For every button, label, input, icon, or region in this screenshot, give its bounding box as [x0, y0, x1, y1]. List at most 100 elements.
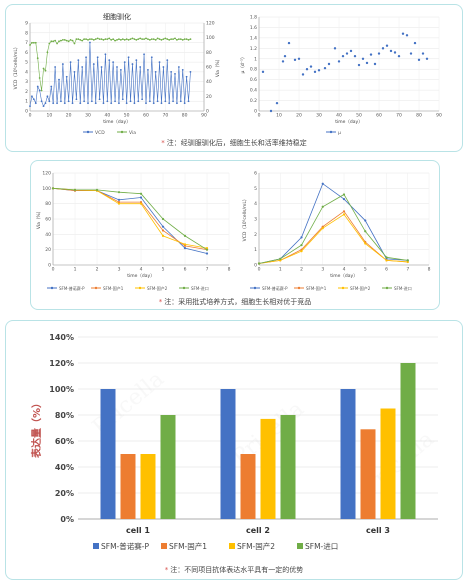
data-point: [36, 57, 39, 60]
y-axis-label: 表达量（%）: [30, 398, 43, 459]
data-point: [135, 59, 138, 62]
legend-label: SFM-国产1: [169, 541, 207, 551]
data-point: [345, 52, 349, 55]
y-tick-label: 0: [254, 263, 257, 269]
data-point: [300, 250, 303, 253]
data-point: [133, 102, 136, 105]
y2-tick-label: 40: [206, 79, 212, 85]
legend-label: SFM-国产2: [237, 541, 275, 551]
data-point: [81, 66, 84, 68]
data-point: [283, 54, 287, 58]
data-point: [96, 37, 99, 40]
data-point: [150, 38, 153, 41]
data-point: [154, 70, 157, 73]
data-point: [341, 54, 345, 58]
bar: [140, 454, 156, 519]
data-point: [161, 225, 165, 228]
data-point: [117, 198, 121, 201]
x-tick-label: 90: [436, 113, 442, 119]
data-point: [90, 38, 93, 41]
legend-marker: [94, 286, 98, 290]
data-point: [425, 57, 429, 60]
data-point: [176, 38, 178, 41]
data-point: [112, 38, 115, 41]
data-point: [369, 53, 373, 56]
data-point: [162, 66, 165, 68]
data-point: [305, 68, 309, 71]
chart-vcd: 0 1 2 3 4 5 6 0 1 2 3 4 5 6 7 8 time（day） VCD（10⁶cells/mL…: [242, 171, 431, 292]
bar: [240, 454, 256, 519]
data-point: [54, 66, 57, 68]
y-tick-label: 1.8: [250, 15, 257, 21]
data-point: [364, 230, 367, 233]
series-line: [29, 42, 191, 107]
data-point: [406, 260, 409, 264]
data-point: [71, 39, 74, 42]
data-point: [342, 210, 346, 213]
y-tick-label: 40%: [55, 463, 74, 472]
data-point: [114, 100, 116, 103]
chart-viability: 0 20 40 60 80 100 120 0 1 2 3 4 5 6 7 8 time（day） Via（%） S…: [36, 171, 231, 292]
panel-cell-adaptation: 0 1 2 3 4 5 6 7 8 9 0 10 20 30 40 50 60 70 80 90 0 20 40 60 80 10…: [5, 4, 463, 152]
data-point: [147, 38, 149, 41]
data-point: [365, 61, 369, 65]
data-point: [150, 56, 153, 59]
data-point: [102, 102, 105, 105]
data-point: [143, 53, 145, 56]
data-point: [83, 38, 86, 41]
data-point: [92, 38, 95, 41]
legend-label: SFM-普诺赛-P: [59, 285, 85, 291]
data-point: [166, 59, 169, 62]
data-point: [133, 38, 136, 41]
data-point: [147, 69, 149, 71]
data-point: [58, 78, 60, 81]
data-point: [179, 38, 182, 41]
data-point: [77, 38, 80, 41]
data-point: [205, 247, 209, 250]
y-tick-label: 40: [45, 232, 51, 238]
note-star: *: [161, 139, 165, 147]
data-point: [40, 89, 43, 92]
y-axis-label: μ（d⁻¹）: [240, 55, 246, 74]
data-point: [90, 100, 93, 103]
data-point: [117, 201, 121, 204]
data-point: [161, 234, 165, 237]
y-tick-label: 0: [25, 109, 28, 115]
data-point: [31, 95, 33, 98]
data-point: [121, 38, 124, 41]
data-point: [77, 59, 80, 62]
x-tick-label: 40: [104, 113, 110, 119]
y-tick-label: 20%: [55, 489, 74, 498]
data-point: [65, 75, 68, 78]
data-point: [92, 63, 95, 65]
data-point: [139, 202, 143, 205]
x-axis-label: time（day）: [330, 273, 357, 279]
data-point: [183, 234, 187, 237]
data-point: [63, 38, 66, 41]
data-point: [143, 38, 145, 41]
x-tick-label: 70: [396, 113, 402, 119]
data-point: [108, 59, 111, 62]
y2-tick-label: 0: [206, 109, 209, 115]
data-point: [118, 102, 120, 105]
data-point: [127, 56, 130, 59]
data-point: [44, 69, 47, 72]
note-star: *: [158, 298, 163, 306]
y-axis-label: Via（%）: [36, 209, 42, 229]
data-point: [342, 197, 346, 201]
data-point: [279, 259, 282, 262]
data-point: [60, 39, 62, 42]
y-tick-label: 0: [254, 109, 257, 115]
legend-label: SFM-进口: [305, 542, 338, 551]
data-point: [413, 41, 417, 45]
data-point: [164, 100, 167, 103]
x-tick-label: 80: [416, 113, 422, 119]
legend-marker: [253, 286, 257, 290]
data-point: [94, 38, 97, 41]
data-point: [96, 56, 99, 59]
bar: [360, 429, 376, 519]
y-tick-label: 1.4: [250, 35, 257, 41]
x-tick-label: 4: [343, 267, 346, 273]
data-point: [46, 95, 49, 98]
data-point: [118, 38, 120, 41]
